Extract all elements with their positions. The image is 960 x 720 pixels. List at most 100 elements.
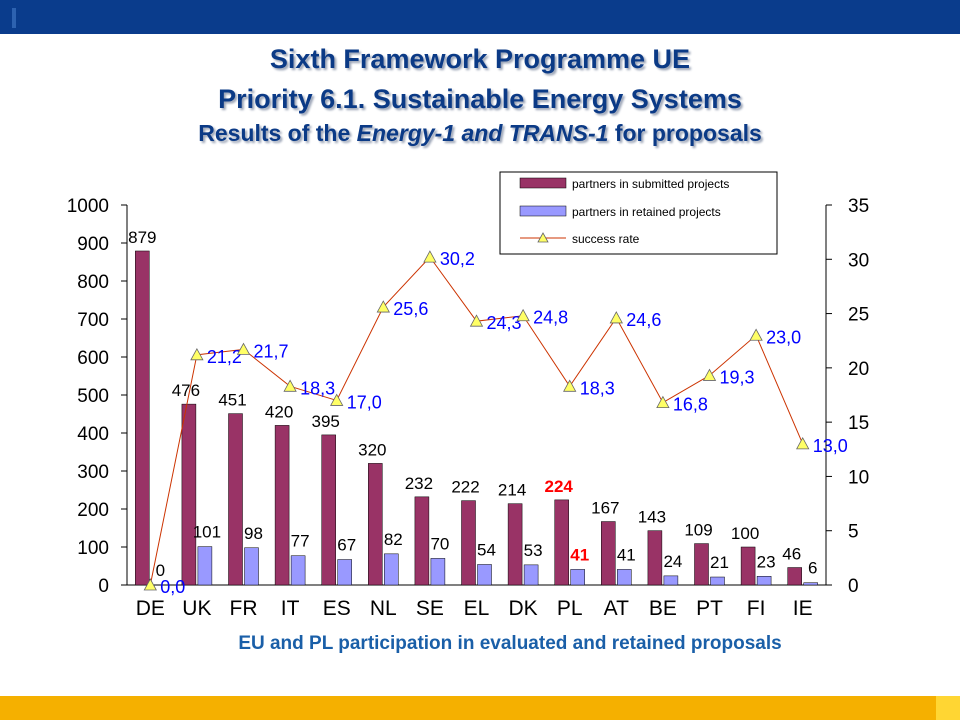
bar-submitted-label: 320 — [358, 440, 386, 459]
bar-retained — [197, 546, 213, 586]
success-rate-label: 24,6 — [626, 310, 661, 330]
y-left-tick-label: 100 — [77, 538, 109, 559]
success-rate-marker — [609, 311, 623, 324]
y-right-tick-label: 35 — [848, 196, 869, 217]
success-rate-label: 30,2 — [440, 249, 475, 269]
legend-swatch-submitted — [519, 177, 567, 189]
x-tick-label: ES — [323, 597, 351, 620]
bar-submitted — [135, 250, 150, 586]
bar-submitted — [787, 567, 802, 586]
success-rate-label: 16,8 — [673, 395, 708, 415]
bar-retained — [663, 575, 679, 586]
y-right-tick-label: 25 — [848, 305, 869, 326]
bar-submitted-label: 222 — [451, 478, 479, 497]
bar-retained-label: 54 — [477, 540, 496, 559]
bar-submitted — [507, 503, 523, 586]
bar-submitted-label: 879 — [128, 228, 156, 247]
bar-submitted-label: 451 — [218, 391, 246, 410]
bar-retained-label: 82 — [384, 530, 403, 549]
chart-legend: partners in submitted projects partners i… — [499, 171, 778, 255]
y-right-tick-label: 15 — [848, 413, 869, 434]
bar-submitted — [368, 463, 383, 586]
success-rate-marker — [656, 395, 670, 409]
y-right-tick-label: 5 — [848, 522, 859, 543]
success-rate-label: 18,3 — [580, 378, 615, 398]
success-rate-marker — [749, 328, 763, 341]
bar-submitted-label: 109 — [684, 521, 712, 540]
y-right-tick-label: 0 — [848, 576, 859, 597]
x-tick-label: BE — [649, 597, 677, 620]
x-tick-label: DK — [509, 597, 538, 620]
bar-submitted-label: 46 — [782, 545, 801, 564]
bar-retained-label: 24 — [663, 552, 682, 571]
y-left-tick-label: 700 — [77, 310, 109, 331]
bar-retained — [477, 564, 492, 586]
bar-submitted — [647, 530, 663, 586]
success-rate-label: 25,6 — [393, 299, 428, 319]
y-left-tick-label: 800 — [77, 272, 109, 293]
title-line-3-pre: Results of the — [198, 120, 357, 146]
bar-retained-label: 70 — [430, 534, 449, 553]
success-rate-marker — [469, 314, 484, 327]
title-line-3-italic: Energy-1 and TRANS-1 — [356, 120, 609, 146]
bar-retained-label: 53 — [524, 541, 543, 560]
x-tick-label: UK — [182, 597, 211, 620]
success-rate-label: 17,0 — [347, 392, 382, 412]
bar-submitted-label: 232 — [405, 474, 433, 493]
bar-retained — [803, 582, 818, 586]
legend-label-submitted: partners in submitted projects — [572, 177, 729, 191]
bar-retained — [523, 564, 539, 586]
bar-submitted-label: 100 — [731, 524, 759, 543]
header-bar — [0, 0, 960, 34]
y-right-tick-label: 30 — [848, 250, 869, 271]
title-line-1: Sixth Framework Programme UE — [269, 44, 691, 74]
x-tick-label: IE — [793, 597, 813, 620]
bar-retained — [384, 553, 399, 586]
success-rate-marker — [563, 379, 577, 392]
y-left-tick-label: 500 — [77, 386, 109, 407]
success-rate-label: 24,8 — [533, 308, 568, 328]
bar-submitted-label: 395 — [312, 412, 340, 431]
bar-retained-label: 6 — [808, 559, 817, 578]
x-tick-label: SE — [416, 597, 444, 620]
x-tick-label: NL — [370, 597, 397, 620]
bar-retained — [290, 555, 306, 586]
success-rate-label: 21,7 — [254, 341, 289, 361]
y-left-tick-label: 200 — [77, 500, 109, 521]
bar-retained-label: 77 — [291, 532, 310, 551]
footer-bar — [0, 696, 960, 720]
x-tick-label: AT — [604, 597, 629, 620]
bar-retained — [617, 569, 632, 586]
legend-label-rate: success rate — [572, 232, 640, 246]
bar-submitted — [554, 499, 569, 586]
bar-submitted-label: 476 — [172, 381, 200, 400]
success-rate-marker — [516, 308, 530, 322]
title-line-3: Results of the Energy-1 and TRANS-1 for … — [0, 120, 960, 147]
bar-retained-label: 41 — [570, 545, 589, 564]
bar-retained-label: 101 — [193, 523, 221, 542]
x-tick-label: FI — [747, 597, 766, 620]
success-rate-marker — [190, 347, 204, 361]
bar-submitted — [274, 425, 290, 586]
success-rate-label: 21,2 — [207, 347, 242, 367]
success-rate-label: 24,3 — [487, 313, 522, 333]
bar-retained — [756, 576, 772, 586]
legend-label-retained: partners in retained projects — [572, 205, 721, 219]
success-rate-marker — [143, 578, 157, 591]
success-rate-label: 0,0 — [160, 577, 185, 597]
bar-retained-label: 67 — [337, 536, 356, 555]
bar-submitted-label: 143 — [638, 508, 666, 527]
success-rate-label: 23,0 — [766, 327, 801, 347]
bar-submitted — [461, 500, 476, 586]
success-rate-label: 18,3 — [300, 378, 335, 398]
x-tick-label: EL — [464, 597, 490, 620]
bar-submitted — [321, 434, 336, 586]
x-tick-label: PL — [557, 597, 583, 620]
chart-caption: EU and PL participation in evaluated and… — [238, 633, 782, 654]
bar-submitted — [228, 413, 243, 586]
bar-retained — [244, 547, 259, 586]
y-right-tick-label: 20 — [848, 359, 869, 380]
bar-retained-label: 41 — [617, 545, 636, 564]
x-tick-label: DE — [136, 597, 165, 620]
